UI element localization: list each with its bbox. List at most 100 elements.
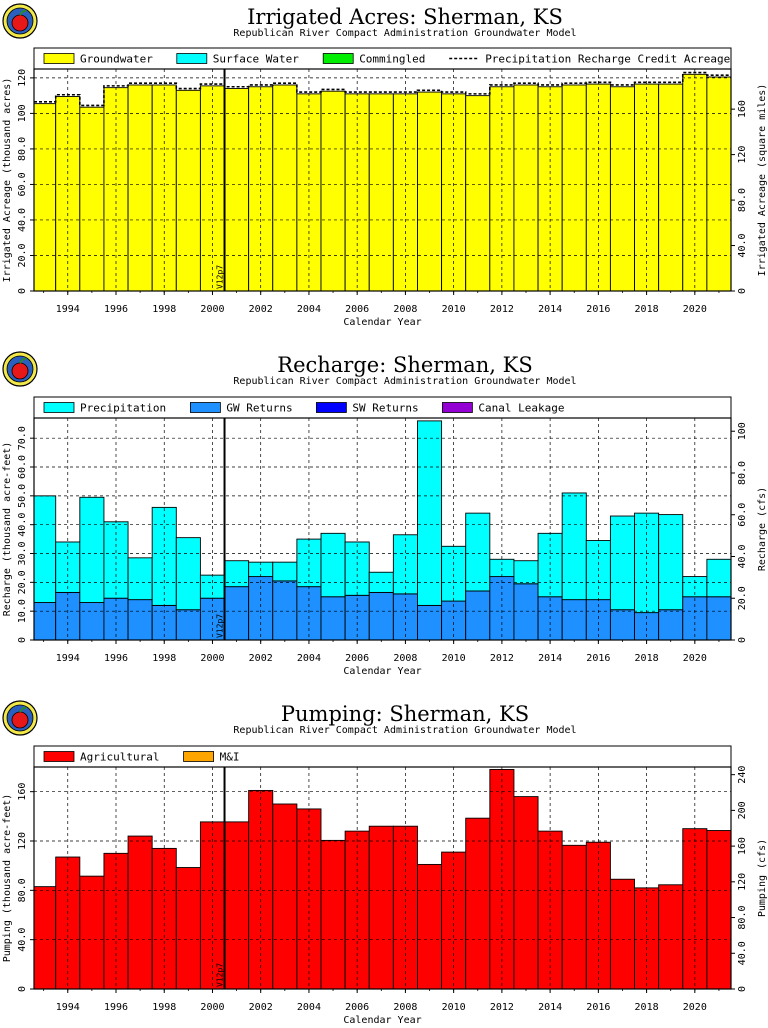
chart-2-bar-agricultural-2003 (272, 803, 298, 990)
chart-1-ylabel: Recharge (thousand acre-feet) (2, 442, 13, 617)
chart-0-ylabel: Irrigated Acreage (thousand acres) (2, 78, 13, 283)
chart-0-bar-groundwater-2005 (320, 90, 346, 292)
chart-1-version-label: V12p7 (216, 614, 225, 638)
chart-1-xtick-label-6: 2006 (345, 653, 369, 664)
chart-1-bar-precipitation-2011 (465, 512, 491, 592)
chart-0-bar-groundwater-1998 (151, 84, 177, 292)
chart-0-xtick-label-1: 1996 (104, 304, 128, 315)
chart-1-logo-apple-icon (11, 362, 29, 380)
chart-0-bar-groundwater-2008 (392, 93, 418, 292)
chart-1-bar-gw-returns-2009 (417, 604, 443, 641)
chart-0-legend-label-0: Groundwater (80, 53, 153, 66)
chart-1-legend-label-1: GW Returns (226, 402, 292, 415)
chart-2-xtick-label-13: 2020 (683, 1002, 707, 1013)
chart-2-bar-agricultural-2007 (368, 825, 394, 990)
chart-1-ytick-label-1: 10.0 (17, 599, 28, 623)
chart-1-ytick-label-7: 70.0 (17, 426, 28, 450)
chart-2-bar-agricultural-2009 (417, 863, 443, 990)
chart-1-bar-gw-returns-2011 (465, 590, 491, 641)
chart-2-subtitle: Republican River Compact Administration … (233, 725, 576, 736)
chart-2-plot-frame (33, 766, 732, 990)
chart-0-ytick-label-4: 80.0 (17, 137, 28, 161)
chart-0-legend-swatch-2 (322, 53, 354, 64)
chart-0-legend-label-2: Commingled (359, 53, 425, 66)
chart-0-ytick-label-1: 20.0 (17, 243, 28, 267)
chart-1-bar-precipitation-2009 (417, 420, 443, 606)
chart-1-bar-gw-returns-1995 (79, 602, 105, 641)
chart-1-bar-gw-returns-1993 (33, 602, 57, 641)
chart-2-version-label: V12p7 (216, 963, 225, 987)
chart-1-bar-precipitation-1994 (55, 541, 81, 593)
chart-1-y2tick-label-0: 0 (737, 637, 748, 643)
chart-2-xtick-label-10: 2014 (538, 1002, 562, 1013)
chart-0-logo-apple-icon (11, 14, 29, 32)
chart-2-y2tick-label-1: 40.0 (737, 941, 748, 965)
chart-1-bar-gw-returns-1999 (175, 609, 201, 641)
chart-0-bar-groundwater-1995 (79, 106, 105, 292)
chart-0-xlabel: Calendar Year (343, 317, 421, 328)
chart-0-xtick-label-10: 2014 (538, 304, 562, 315)
chart-1-xtick-label-12: 2018 (635, 653, 659, 664)
chart-0-plot-frame (33, 68, 732, 292)
chart-2-ytick-label-1: 40.0 (17, 928, 28, 952)
chart-0-ytick-label-6: 120 (17, 69, 28, 87)
chart-0-logo-leaf (19, 9, 27, 16)
chart-1-xtick-label-9: 2012 (490, 653, 514, 664)
chart-1-y2label: Recharge (cfs) (757, 487, 768, 571)
chart-1-plot-frame (33, 417, 732, 641)
chart-1-ytick-label-0: 0 (17, 637, 28, 643)
chart-2-ylabel: Pumping (thousand acre-feet) (2, 794, 13, 963)
chart-2-bar-agricultural-2013 (513, 796, 539, 990)
chart-2-xtick-label-4: 2002 (249, 1002, 273, 1013)
chart-2-xtick-label-5: 2004 (297, 1002, 321, 1013)
chart-2-xtick-label-2: 1998 (152, 1002, 176, 1013)
chart-0-xtick-label-8: 2010 (442, 304, 466, 315)
chart-1-xlabel: Calendar Year (343, 666, 421, 677)
chart-0-bar-groundwater-2021 (706, 76, 732, 292)
chart-2-y2tick-label-4: 160 (737, 837, 748, 855)
chart-2-bar-agricultural-1999 (175, 867, 201, 990)
chart-1-xtick-label-8: 2010 (442, 653, 466, 664)
chart-1-bar-gw-returns-2021 (706, 596, 732, 641)
chart-1-bar-precipitation-2012 (489, 558, 515, 578)
chart-0-bar-groundwater-1997 (127, 84, 153, 292)
chart-2-legend-label-1: M&I (220, 751, 240, 764)
chart-1-bar-gw-returns-2019 (658, 609, 684, 641)
chart-2-bar-agricultural-1993 (33, 886, 57, 990)
chart-1-y2tick-label-3: 60.0 (737, 503, 748, 527)
chart-1-ytick-label-6: 60.0 (17, 455, 28, 479)
chart-0-bar-groundwater-2018 (634, 83, 660, 292)
chart-2-y2tick-label-2: 80.0 (737, 906, 748, 930)
chart-0-y2tick-label-1: 40.0 (737, 233, 748, 257)
chart-1-bar-precipitation-1997 (127, 557, 153, 601)
chart-1-xtick-label-2: 1998 (152, 653, 176, 664)
chart-0-bar-groundwater-1993 (33, 103, 57, 292)
chart-2-ytick-label-4: 160 (17, 783, 28, 801)
chart-1-legend-label-2: SW Returns (352, 402, 418, 415)
chart-0-bar-groundwater-2003 (272, 84, 298, 292)
chart-2-bar-agricultural-2019 (658, 884, 684, 990)
chart-1-legend-swatch-3 (441, 402, 473, 413)
chart-2-y2tick-label-0: 0 (737, 986, 748, 992)
chart-1-y2tick-label-2: 40.0 (737, 544, 748, 568)
chart-0-xtick-label-7: 2008 (393, 304, 417, 315)
chart-1-bar-precipitation-2001 (224, 560, 250, 588)
chart-2-xtick-label-6: 2006 (345, 1002, 369, 1013)
chart-0-bar-groundwater-2015 (561, 84, 587, 292)
chart-2-ytick-label-3: 120 (17, 832, 28, 850)
chart-1-bar-precipitation-1995 (79, 496, 105, 603)
chart-1-title: Recharge: Sherman, KS (277, 353, 532, 377)
chart-1-bar-precipitation-2003 (272, 561, 298, 582)
chart-0-subtitle: Republican River Compact Administration … (233, 28, 576, 39)
chart-1-xtick-label-1: 1996 (104, 653, 128, 664)
chart-0-bar-groundwater-2013 (513, 84, 539, 292)
chart-1-ytick-label-3: 30.0 (17, 541, 28, 565)
chart-1-bar-precipitation-2013 (513, 560, 539, 585)
chart-1-bar-precipitation-2021 (706, 558, 732, 598)
chart-2-ytick-label-0: 0 (17, 986, 28, 992)
chart-0-bar-groundwater-2009 (417, 91, 443, 292)
chart-1-legend-swatch-1 (189, 402, 221, 413)
